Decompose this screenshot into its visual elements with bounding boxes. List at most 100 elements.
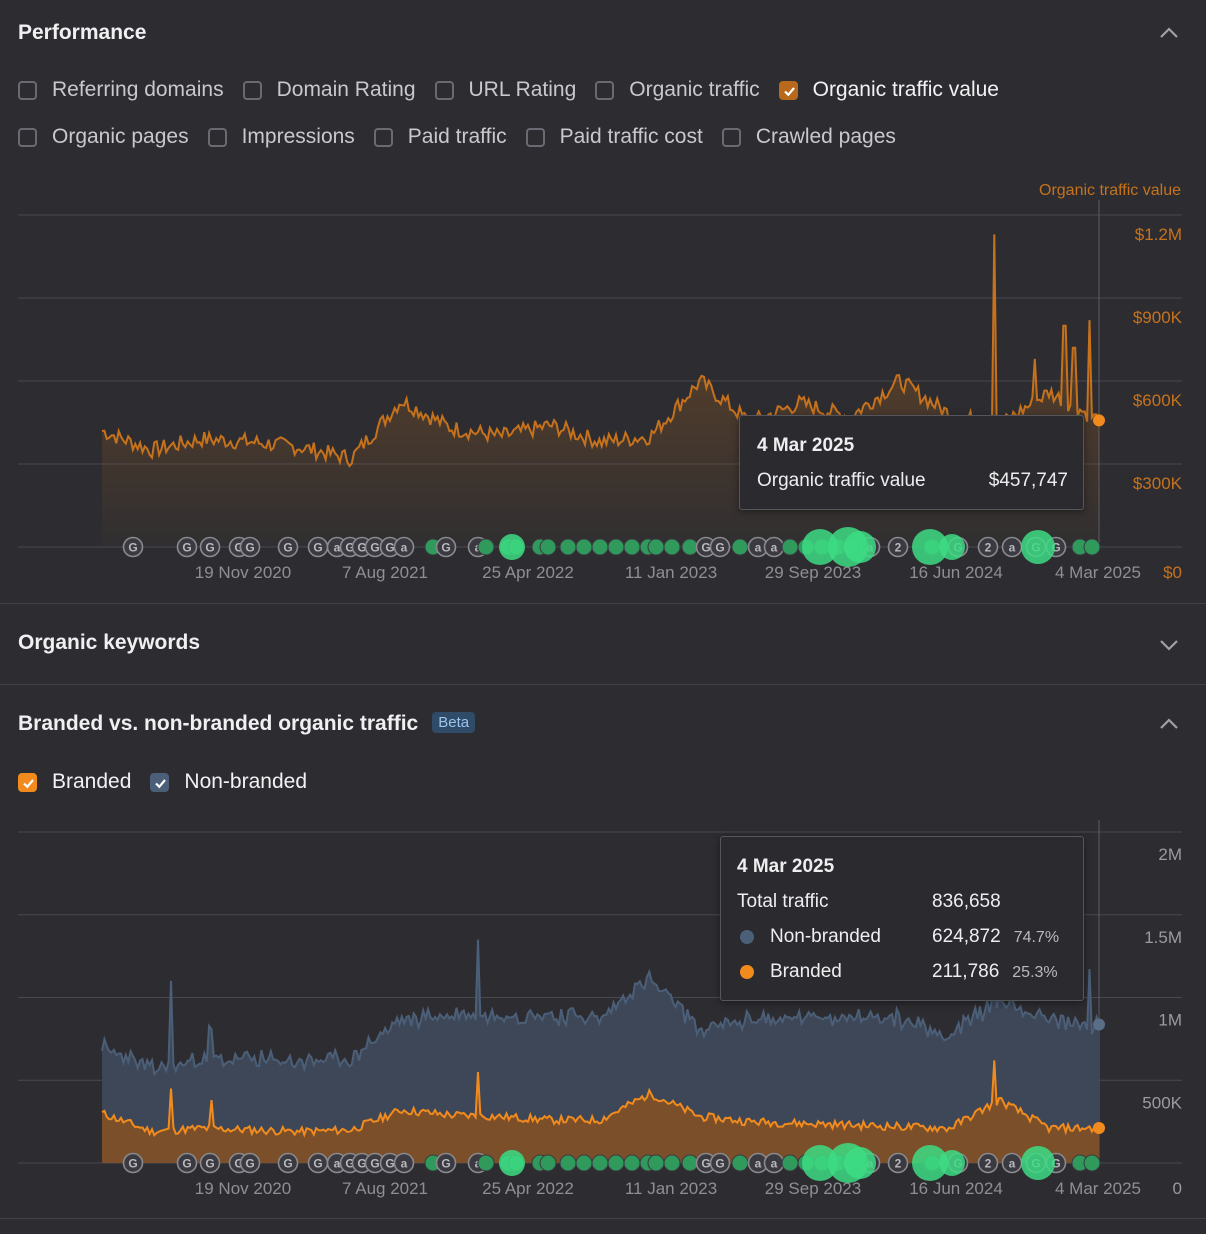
update-marker-icon[interactable] bbox=[731, 538, 749, 556]
annotation-marker-icon[interactable] bbox=[393, 1152, 415, 1174]
annotation-marker-letter: G bbox=[701, 1157, 710, 1171]
annotation-marker-letter: G bbox=[370, 1157, 379, 1171]
checkbox-icon[interactable] bbox=[525, 127, 545, 147]
annotation-marker-letter: G bbox=[313, 1157, 322, 1171]
annotation-marker-icon[interactable] bbox=[239, 536, 261, 558]
update-marker-icon[interactable] bbox=[607, 1154, 625, 1172]
metric-label: Paid traffic cost bbox=[559, 125, 703, 148]
tooltip-value: $457,747 bbox=[988, 470, 1068, 491]
metric-checkbox-organic-traffic[interactable]: Organic traffic bbox=[595, 78, 760, 102]
update-marker-icon[interactable] bbox=[647, 1154, 665, 1172]
update-marker-large-icon[interactable] bbox=[499, 534, 525, 560]
update-marker-large-icon[interactable] bbox=[844, 1147, 876, 1179]
update-marker-icon[interactable] bbox=[781, 538, 799, 556]
update-marker-icon[interactable] bbox=[663, 1154, 681, 1172]
metric-checkbox-paid-traffic[interactable]: Paid traffic bbox=[373, 125, 507, 149]
update-marker-icon[interactable] bbox=[623, 538, 641, 556]
annotation-marker-icon[interactable] bbox=[239, 1152, 261, 1174]
update-marker-icon[interactable] bbox=[1083, 1154, 1101, 1172]
update-marker-large-icon[interactable] bbox=[802, 1145, 838, 1181]
update-marker-large-icon[interactable] bbox=[912, 529, 948, 565]
update-marker-icon[interactable] bbox=[731, 1154, 749, 1172]
update-marker-icon[interactable] bbox=[1083, 538, 1101, 556]
annotation-marker-icon[interactable] bbox=[887, 1152, 909, 1174]
metric-label: Organic traffic value bbox=[812, 78, 999, 101]
checkbox-icon[interactable] bbox=[242, 80, 262, 100]
annotation-marker-icon[interactable] bbox=[122, 1152, 144, 1174]
metric-checkbox-organic-traffic-value[interactable]: Organic traffic value bbox=[778, 78, 999, 102]
checkbox-icon[interactable] bbox=[207, 127, 227, 147]
checkbox-icon[interactable] bbox=[721, 127, 741, 147]
metric-checkbox-domain-rating[interactable]: Domain Rating bbox=[242, 78, 416, 102]
update-marker-icon[interactable] bbox=[591, 1154, 609, 1172]
checkbox-icon[interactable] bbox=[595, 80, 615, 100]
update-marker-icon[interactable] bbox=[559, 538, 577, 556]
update-marker-icon[interactable] bbox=[575, 1154, 593, 1172]
update-marker-large-icon[interactable] bbox=[499, 1150, 525, 1176]
update-marker-large-icon[interactable] bbox=[939, 534, 965, 560]
annotation-marker-icon[interactable] bbox=[122, 536, 144, 558]
x-tick-label: 19 Nov 2020 bbox=[195, 1179, 291, 1198]
non-branded-label: Non-branded bbox=[184, 770, 307, 793]
chevron-up-icon[interactable] bbox=[1158, 717, 1180, 731]
annotation-marker-icon[interactable] bbox=[176, 536, 198, 558]
update-marker-icon[interactable] bbox=[477, 538, 495, 556]
annotation-marker-icon[interactable] bbox=[709, 1152, 731, 1174]
metric-checkbox-referring-domains[interactable]: Referring domains bbox=[18, 78, 224, 102]
update-marker-large-icon[interactable] bbox=[1021, 1146, 1055, 1180]
checkbox-checked-icon[interactable] bbox=[18, 772, 37, 792]
checkbox-icon[interactable] bbox=[434, 80, 454, 100]
metric-checkbox-crawled-pages[interactable]: Crawled pages bbox=[721, 125, 896, 149]
metric-checkbox-paid-traffic-cost[interactable]: Paid traffic cost bbox=[525, 125, 703, 149]
update-marker-icon[interactable] bbox=[559, 1154, 577, 1172]
metric-checkbox-organic-pages[interactable]: Organic pages bbox=[18, 125, 189, 149]
checkbox-icon[interactable] bbox=[18, 127, 37, 147]
checkbox-checked-icon[interactable] bbox=[150, 772, 170, 792]
update-marker-icon[interactable] bbox=[539, 1154, 557, 1172]
performance-chart: Organic traffic value $0 $300K $600K $900K $1… bbox=[18, 182, 1183, 582]
annotation-marker-icon[interactable] bbox=[277, 536, 299, 558]
annotation-marker-letter: 2 bbox=[985, 1157, 992, 1171]
y-tick-label: $1.2M bbox=[1135, 225, 1182, 244]
annotation-marker-icon[interactable] bbox=[199, 1152, 221, 1174]
annotation-marker-icon[interactable] bbox=[435, 536, 457, 558]
update-marker-icon[interactable] bbox=[539, 538, 557, 556]
update-marker-large-icon[interactable] bbox=[1021, 530, 1055, 564]
branded-toggle[interactable]: Branded bbox=[18, 770, 131, 794]
update-marker-large-icon[interactable] bbox=[802, 529, 838, 565]
update-marker-icon[interactable] bbox=[647, 538, 665, 556]
update-marker-icon[interactable] bbox=[607, 538, 625, 556]
chevron-down-icon[interactable] bbox=[1158, 638, 1180, 652]
metric-checkbox-impressions[interactable]: Impressions bbox=[207, 125, 355, 149]
update-marker-icon[interactable] bbox=[681, 538, 699, 556]
update-marker-icon[interactable] bbox=[781, 1154, 799, 1172]
metric-checkbox-url-rating[interactable]: URL Rating bbox=[434, 78, 576, 102]
checkbox-icon[interactable] bbox=[373, 127, 393, 147]
tooltip-total-value: 836,658 bbox=[932, 891, 1001, 912]
metric-label: Organic pages bbox=[52, 125, 189, 148]
update-marker-icon[interactable] bbox=[663, 538, 681, 556]
annotation-marker-icon[interactable] bbox=[199, 536, 221, 558]
checkbox-icon[interactable] bbox=[18, 80, 37, 100]
annotation-marker-letter: a bbox=[1009, 1157, 1016, 1171]
annotation-marker-icon[interactable] bbox=[277, 1152, 299, 1174]
update-marker-icon[interactable] bbox=[477, 1154, 495, 1172]
annotation-marker-icon[interactable] bbox=[709, 536, 731, 558]
update-marker-large-icon[interactable] bbox=[844, 531, 876, 563]
update-marker-large-icon[interactable] bbox=[939, 1150, 965, 1176]
checkbox-checked-icon[interactable] bbox=[778, 80, 798, 100]
update-marker-icon[interactable] bbox=[623, 1154, 641, 1172]
update-marker-large-icon[interactable] bbox=[912, 1145, 948, 1181]
annotation-marker-icon[interactable] bbox=[393, 536, 415, 558]
chevron-up-icon[interactable] bbox=[1158, 26, 1180, 40]
non-branded-toggle[interactable]: Non-branded bbox=[150, 770, 307, 794]
metric-row-1: Referring domains Domain Rating URL Rating… bbox=[18, 78, 1018, 102]
annotation-marker-icon[interactable] bbox=[176, 1152, 198, 1174]
update-marker-icon[interactable] bbox=[591, 538, 609, 556]
annotation-marker-icon[interactable] bbox=[977, 536, 999, 558]
update-marker-icon[interactable] bbox=[681, 1154, 699, 1172]
update-marker-icon[interactable] bbox=[575, 538, 593, 556]
annotation-marker-icon[interactable] bbox=[977, 1152, 999, 1174]
annotation-marker-icon[interactable] bbox=[435, 1152, 457, 1174]
annotation-marker-icon[interactable] bbox=[887, 536, 909, 558]
